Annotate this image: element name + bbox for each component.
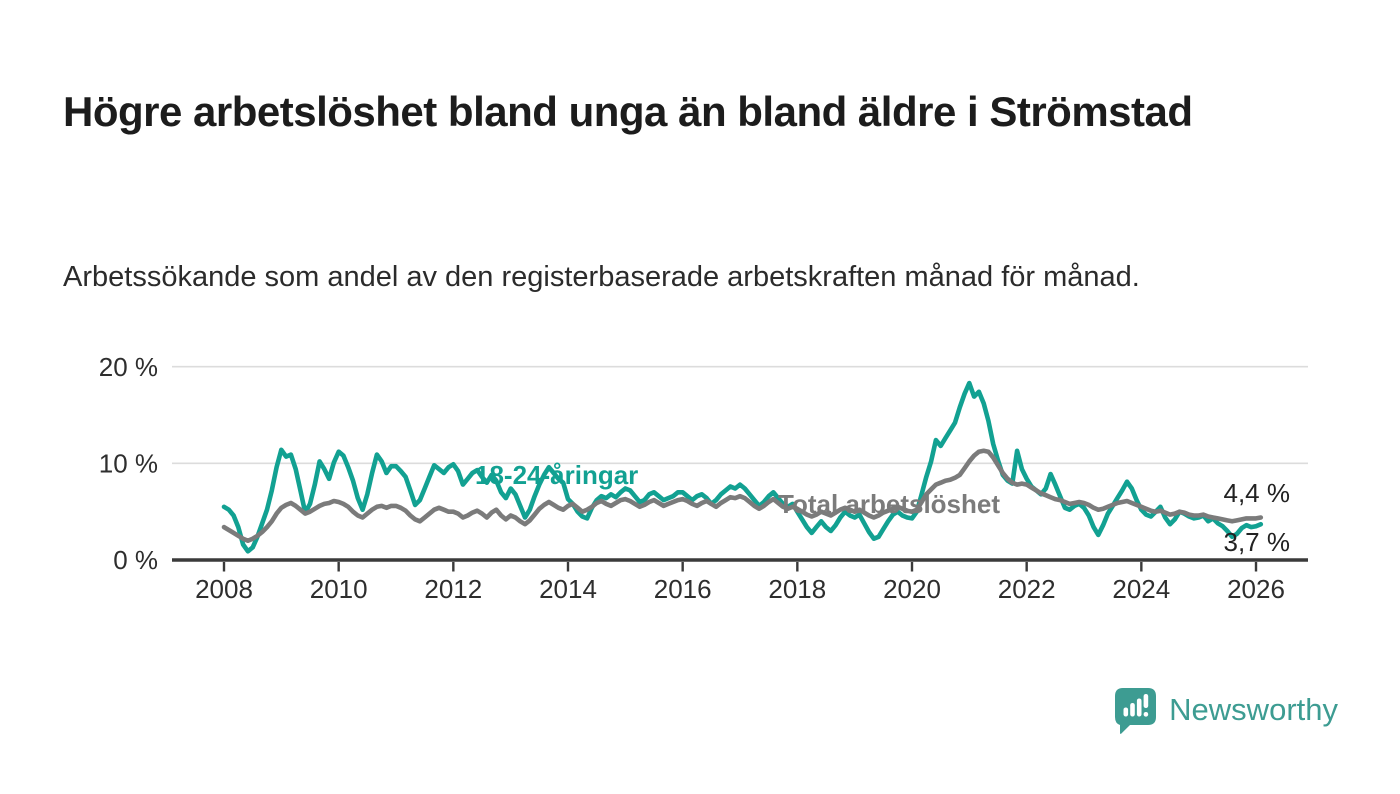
x-tick-label: 2010 xyxy=(310,574,368,604)
series-path-youth xyxy=(221,380,1264,554)
x-tick-label: 2024 xyxy=(1112,574,1170,604)
chart-subtitle: Arbetssökande som andel av den registerb… xyxy=(63,261,1140,293)
x-tick-label: 2016 xyxy=(654,574,712,604)
y-tick-label-20: 20 % xyxy=(99,352,158,382)
series-label-youth: 18-24-åringar xyxy=(475,460,638,490)
series-label-total: Total arbetslöshet xyxy=(778,489,1000,519)
axis-layer xyxy=(172,558,1308,572)
brand-wordmark: Newsworthy xyxy=(1169,692,1338,727)
x-tick-label: 2020 xyxy=(883,574,941,604)
y-tick-label-10: 10 % xyxy=(99,449,158,479)
newsworthy-logo-icon xyxy=(1115,688,1157,734)
x-tick-label: 2026 xyxy=(1227,574,1285,604)
unemployment-line-chart: 20 % 10 % 0 % 2008 2010 2012 2014 2016 2… xyxy=(99,352,1308,604)
x-tick-label: 2018 xyxy=(768,574,826,604)
grid-layer xyxy=(172,365,1308,465)
page-title: Högre arbetslöshet bland unga än bland ä… xyxy=(63,88,1193,136)
x-tick-label: 2014 xyxy=(539,574,597,604)
series-path-total xyxy=(221,448,1264,543)
y-tick-label-0: 0 % xyxy=(113,545,158,575)
end-value-label-total: 4,4 % xyxy=(1224,478,1291,508)
end-value-label-youth: 3,7 % xyxy=(1224,527,1291,557)
x-tick-label: 2008 xyxy=(195,574,253,604)
x-tick-label: 2012 xyxy=(424,574,482,604)
newsworthy-brand: Newsworthy xyxy=(1112,686,1338,734)
x-tick-label: 2022 xyxy=(998,574,1056,604)
series-layer xyxy=(221,380,1264,554)
